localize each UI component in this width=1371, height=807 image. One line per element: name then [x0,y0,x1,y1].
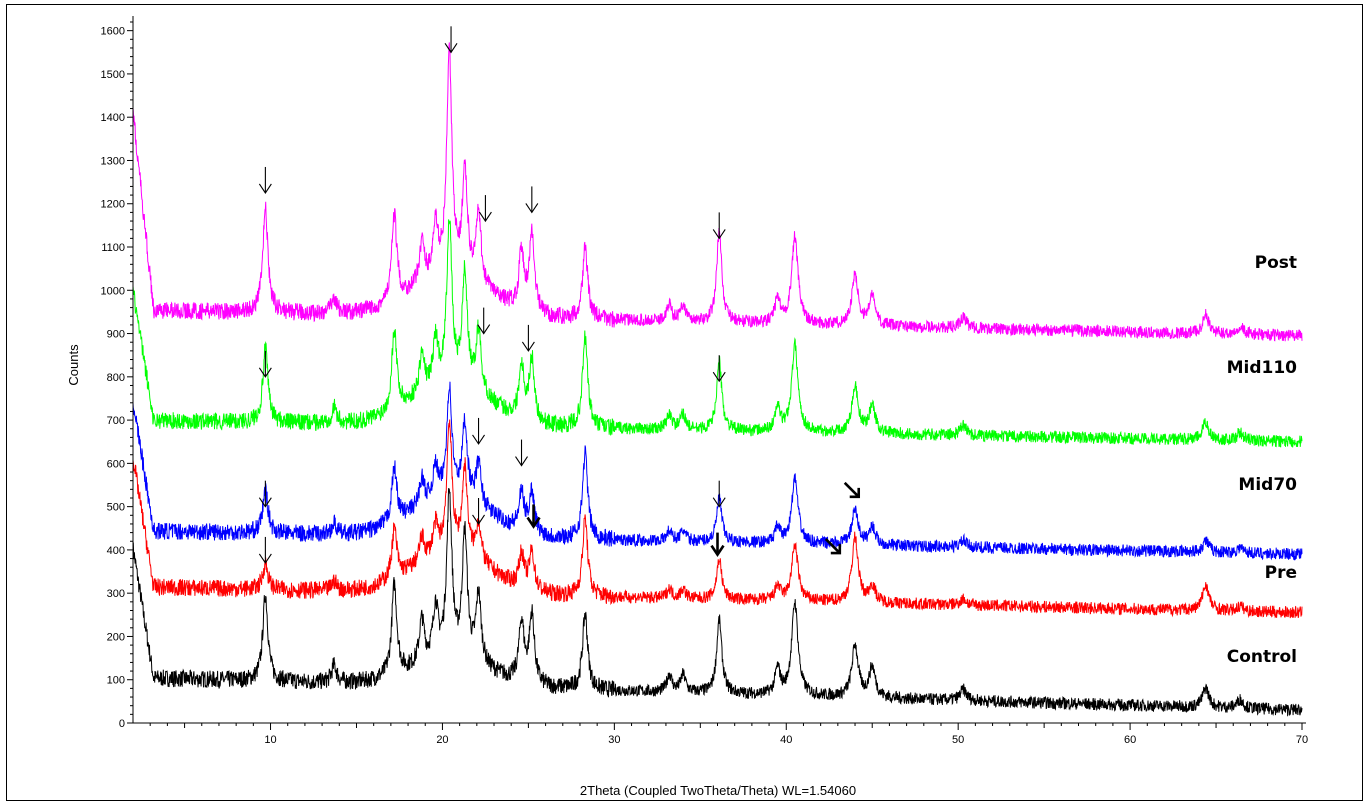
x-tick-label: 20 [436,734,448,746]
series-label-mid70: Mid70 [1238,475,1297,495]
axis-ticks: 0 100 200 300 400 500 600 700 800 900 1000 1100 1200… [101,21,1308,746]
y-tick-label: 100 [107,675,125,687]
peak-arrows [258,26,861,564]
x-tick-label: 60 [1124,734,1136,746]
x-tick-label: 70 [1296,734,1308,746]
peak-arrow [712,480,726,508]
x-axis-title: 2Theta (Coupled TwoTheta/Theta) WL=1.540… [580,783,856,798]
y-tick-label: 1000 [101,285,125,297]
peak-arrow [472,417,486,445]
series-label-post: Post [1255,253,1297,273]
y-tick-label: 1500 [101,69,125,81]
series-labels: Control Pre Mid70 Mid110 Post [1227,253,1298,667]
y-tick-label: 800 [107,372,125,384]
y-tick-label: 1600 [101,26,125,38]
series-label-pre: Pre [1265,563,1297,583]
peak-arrow [515,439,528,467]
peak-arrow [526,504,541,529]
series-line-mid70 [132,381,1303,561]
peak-arrow [478,195,492,223]
y-axis-title: Counts [66,344,81,386]
y-tick-label: 400 [107,545,125,557]
x-tick-label: 10 [264,734,276,746]
y-tick-label: 300 [107,588,125,600]
peak-arrow [525,186,539,214]
y-tick-label: 1100 [101,242,125,254]
peak-arrow [258,166,272,194]
peak-arrow [472,497,486,525]
y-tick-label: 200 [107,631,125,643]
peak-arrow [712,355,726,383]
x-tick-label: 40 [780,734,792,746]
y-tick-label: 900 [107,329,125,341]
peak-arrow [712,212,726,240]
peak-arrow [258,350,272,378]
x-tick-label: 30 [608,734,620,746]
series-label-mid110: Mid110 [1227,358,1298,378]
peak-arrow [258,536,272,564]
y-tick-label: 0 [119,718,125,730]
figure-frame [6,4,1363,801]
series-line-pre [132,419,1303,619]
peak-arrow [477,307,491,335]
series-line-control [132,488,1303,717]
y-tick-label: 600 [107,458,125,470]
series-line-mid110 [132,219,1303,448]
series-label-control: Control [1227,647,1297,667]
x-tick-label: 50 [952,734,964,746]
peak-arrow [258,480,272,508]
peak-arrow-diagonal [843,481,861,499]
y-tick-label: 1400 [101,112,125,124]
peak-arrow [444,26,458,54]
y-tick-label: 700 [107,415,125,427]
peak-arrow [710,532,725,557]
axes [132,16,1306,724]
series-line-post [132,42,1303,342]
peak-arrow [521,324,535,352]
series-traces [132,42,1303,717]
y-tick-label: 1200 [101,199,125,211]
y-tick-label: 1300 [101,155,125,167]
y-tick-label: 500 [107,502,125,514]
peak-arrow-diagonal [824,538,842,555]
